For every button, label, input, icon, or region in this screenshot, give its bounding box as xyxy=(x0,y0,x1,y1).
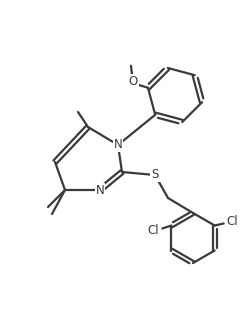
Text: N: N xyxy=(95,184,104,197)
Text: O: O xyxy=(128,75,137,88)
Text: N: N xyxy=(113,139,122,152)
Text: Cl: Cl xyxy=(226,215,238,228)
Text: S: S xyxy=(151,169,158,181)
Text: Cl: Cl xyxy=(147,224,159,237)
